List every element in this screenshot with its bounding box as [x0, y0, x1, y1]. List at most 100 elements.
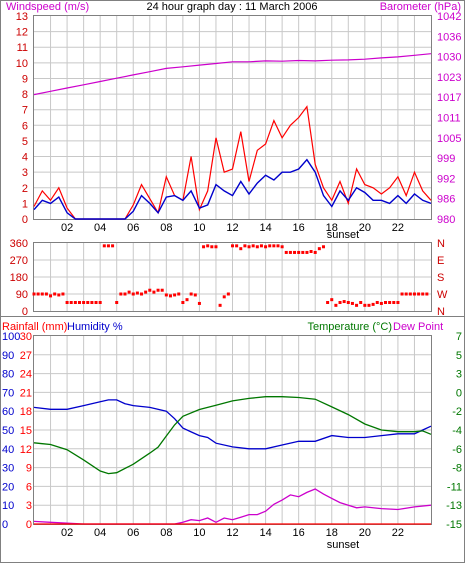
direction-point — [421, 292, 425, 296]
y-tick-label: 1023 — [437, 72, 461, 84]
y-tick-label: 12 — [20, 444, 32, 456]
direction-grid — [34, 243, 431, 311]
y-tick-label: 30 — [2, 463, 14, 475]
y-tick-label: 24 — [20, 369, 32, 381]
y-tick-label: 3 — [26, 500, 32, 512]
x-tick-label: 04 — [94, 222, 106, 234]
wind-series — [33, 53, 432, 220]
y-tick-label: 270 — [10, 255, 28, 267]
direction-point — [342, 300, 346, 304]
sunset-label-bottom: sunset — [327, 539, 359, 551]
barometer-y-ticks: 980 986 992 999 1005 1011 1017 1023 1030 1036 1042 — [437, 11, 461, 226]
direction-point — [168, 294, 172, 298]
direction-point — [384, 301, 388, 304]
x-tick-label: 14 — [259, 527, 271, 539]
direction-point — [346, 301, 350, 304]
y-tick-label: 1011 — [437, 113, 461, 125]
direction-point — [338, 301, 342, 304]
direction-point — [115, 301, 119, 304]
wind-x-ticks: 02 04 06 08 10 12 14 16 18 20 22 — [61, 222, 404, 234]
y-tick-label: 1005 — [437, 133, 461, 145]
y-tick-label: 15 — [20, 425, 32, 437]
direction-point — [247, 245, 251, 249]
sunset-label-top: sunset — [327, 229, 359, 241]
temperature-line — [33, 396, 432, 475]
direction-point — [326, 301, 330, 304]
direction-point — [98, 301, 102, 304]
y-tick-label: 9 — [26, 463, 32, 475]
direction-point — [135, 291, 139, 295]
y-tick-label: E — [437, 255, 444, 267]
climate-grid — [34, 336, 431, 524]
x-tick-label: 10 — [193, 222, 205, 234]
direction-point — [388, 301, 392, 304]
direction-point — [36, 292, 40, 296]
direction-point — [396, 301, 400, 304]
y-tick-label: 90 — [2, 350, 14, 362]
x-tick-label: 02 — [61, 222, 73, 234]
x-tick-label: 06 — [127, 527, 139, 539]
direction-point — [86, 301, 90, 304]
direction-point — [222, 295, 226, 299]
direction-point — [363, 303, 367, 307]
direction-point — [239, 247, 243, 251]
direction-point — [189, 292, 193, 296]
y-tick-label: 360 — [10, 238, 28, 250]
direction-point — [313, 250, 317, 254]
y-tick-label: 50 — [2, 425, 14, 437]
x-tick-label: 22 — [392, 527, 404, 539]
direction-point — [181, 301, 185, 304]
direction-point — [371, 302, 375, 306]
direction-point — [148, 288, 152, 292]
direction-point — [293, 250, 297, 254]
direction-point — [123, 292, 127, 296]
y-tick-label: W — [437, 289, 448, 301]
climate-x-ticks: 02 04 06 08 10 12 14 16 18 20 22 — [61, 527, 404, 539]
direction-point — [297, 250, 301, 254]
y-tick-label: -13 — [446, 500, 462, 512]
direction-point — [226, 292, 230, 296]
y-tick-label: 6 — [26, 481, 32, 493]
direction-point — [404, 292, 408, 296]
y-tick-label: 18 — [20, 406, 32, 418]
direction-point — [49, 294, 53, 298]
direction-point — [202, 245, 206, 249]
direction-point — [392, 301, 396, 304]
y-tick-label: 2 — [22, 183, 28, 195]
x-tick-label: 02 — [61, 527, 73, 539]
direction-point — [90, 301, 94, 304]
direction-point — [173, 293, 177, 297]
y-tick-label: -11 — [447, 481, 462, 493]
wind-axis-label: Windspeed (m/s) — [6, 1, 89, 13]
direction-point — [330, 298, 334, 302]
x-tick-label: 20 — [359, 527, 371, 539]
direction-point — [82, 301, 86, 304]
wind-average-line — [33, 158, 432, 220]
direction-point — [106, 244, 110, 248]
direction-point — [305, 250, 309, 254]
x-tick-label: 18 — [326, 527, 338, 539]
y-tick-label: -8 — [452, 463, 462, 475]
direction-point — [127, 290, 131, 294]
direction-point — [57, 293, 61, 297]
direction-point — [235, 244, 239, 248]
x-tick-label: 14 — [259, 222, 271, 234]
direction-point — [210, 245, 214, 249]
y-tick-label: 13 — [16, 11, 28, 23]
direction-point — [94, 301, 98, 304]
direction-point — [197, 301, 201, 305]
direction-point — [334, 303, 338, 307]
barometer-axis-label: Barometer (hPa) — [380, 1, 461, 13]
direction-point — [264, 245, 268, 249]
direction-point — [280, 245, 284, 249]
y-tick-label: 12 — [16, 27, 28, 39]
y-tick-label: -6 — [452, 444, 462, 456]
y-tick-label: 10 — [16, 58, 28, 70]
direction-point — [164, 293, 168, 297]
direction-point — [111, 244, 115, 248]
y-tick-label: 3 — [456, 369, 462, 381]
direction-point — [425, 292, 429, 296]
x-tick-label: 16 — [293, 222, 305, 234]
